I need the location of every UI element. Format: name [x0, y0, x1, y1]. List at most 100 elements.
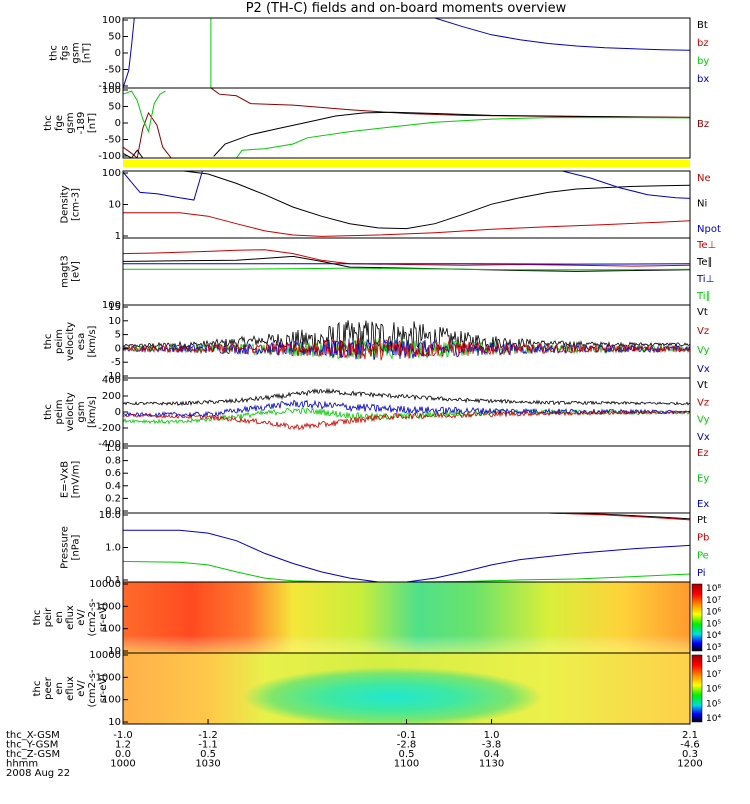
y-tick-label: 0.6: [105, 468, 121, 479]
panel-frame: [123, 18, 690, 88]
y-axis-label-line: [cm-3]: [71, 188, 82, 221]
y-axis-label-line: [nT]: [82, 43, 93, 63]
y-tick-label: -50: [105, 65, 121, 76]
legend-entry: bz: [697, 38, 709, 49]
colorbar-tick-label: 10⁵: [706, 699, 721, 709]
panel-frame: [123, 238, 690, 305]
series-bx-decay: [435, 18, 690, 50]
y-axis-label-line: [km/s]: [87, 396, 98, 428]
legend-entry: Vy: [697, 345, 710, 356]
y-tick-label: -50: [105, 135, 121, 146]
series-Vy: [123, 408, 690, 423]
series-red-main: [211, 88, 690, 117]
y-axis-label-line: Density: [60, 185, 71, 223]
y-tick-label: 10: [108, 200, 121, 211]
y-tick-label: 1.0: [105, 443, 121, 454]
series-Ti∥: [123, 268, 690, 270]
legend-entry: Te∥: [696, 257, 713, 268]
y-axis-label-line: Pressure: [60, 526, 71, 569]
y-axis-label-line: eV/: [76, 680, 87, 697]
series-Vt: [123, 389, 690, 405]
legend-entry: Vz: [697, 397, 709, 408]
panel-frame: [123, 513, 690, 582]
colorbar-tick-label: 10⁶: [706, 608, 721, 618]
y-axis-label-line: velocity: [65, 392, 76, 431]
y-tick-label: -200: [98, 423, 121, 434]
y-axis-label-line: [mV/m]: [71, 461, 82, 499]
colorbar-tick-label: 10⁶: [706, 685, 721, 695]
date-label: 2008 Aug 22: [6, 768, 70, 779]
y-axis-label-line: (cm2-s-: [87, 598, 98, 636]
legend-entry: bx: [697, 74, 709, 85]
y-axis-label: Density[cm-3]: [60, 185, 82, 223]
panel-ion-spec-data: [123, 582, 690, 653]
x-row-value: 1200: [677, 759, 702, 770]
y-tick-label: 0.8: [105, 456, 121, 467]
colorbar-tick-label: 10⁴: [706, 714, 721, 724]
legend-entry: Ez: [697, 448, 709, 459]
panel-frame: [123, 88, 690, 158]
y-axis-label-line: eV/: [76, 609, 87, 626]
legend-entry: by: [697, 56, 709, 67]
plot-title: P2 (TH-C) fields and on-board moments ov…: [246, 1, 567, 16]
legend-entry: Bt: [697, 20, 708, 31]
y-tick-label: 50: [108, 102, 121, 113]
y-tick-label: 0: [115, 48, 121, 59]
y-tick-label: 50: [108, 32, 121, 43]
x-row-value: 1130: [479, 759, 504, 770]
y-axis-label-line: eflux: [65, 605, 76, 630]
panel-fge-data: [123, 88, 690, 158]
legend-entry: Npot: [697, 224, 721, 235]
colorbar-tick-label: 10⁵: [706, 619, 721, 629]
y-tick-label: 10000: [89, 650, 121, 661]
legend-entry: Ni: [697, 199, 707, 210]
y-axis-label-line: thc: [43, 115, 54, 131]
y-axis-label-line: peim: [54, 399, 65, 424]
legend-entry: Pt: [697, 515, 707, 526]
colorbar-tick-label: 10⁴: [706, 631, 721, 641]
y-axis-label-line: gsm: [71, 42, 82, 63]
legend-entry: Pb: [697, 533, 709, 544]
panel-fgs-data: [123, 18, 690, 88]
y-tick-label: 0: [115, 407, 121, 418]
y-axis-label-line: peim: [54, 329, 65, 354]
y-axis-label-line: fgs: [60, 45, 71, 60]
x-row-value: 1100: [394, 759, 419, 770]
y-axis-label-line: [eV]: [71, 261, 82, 282]
legend-entry: Vz: [697, 326, 709, 337]
series-Ni: [123, 171, 690, 229]
legend-entry: Vt: [697, 307, 708, 318]
y-tick-label: 0.2: [105, 493, 121, 504]
panel-density-data: [123, 171, 690, 237]
x-row-value: 1030: [195, 759, 220, 770]
legend-entry: Vt: [697, 380, 708, 391]
y-tick-label: 100: [102, 15, 121, 26]
electron-spectrogram-core: [242, 667, 542, 727]
colorbar-tick-label: 10⁷: [706, 670, 721, 680]
panel-frame: [123, 171, 690, 238]
legend-entry: Ex: [697, 499, 709, 510]
y-axis-label-line: eflux: [65, 676, 76, 701]
y-axis-label: Pressure[nPa]: [60, 526, 82, 569]
legend-entry: Vy: [697, 415, 710, 426]
x-row-label: hhmm: [6, 759, 38, 770]
panel-velocity-gsm-data: [123, 389, 690, 429]
colorbar-tick-label: 10³: [706, 643, 721, 653]
y-axis-label-line: en: [54, 682, 65, 695]
y-tick-label: 100: [102, 85, 121, 96]
colorbar-tick-label: 10⁷: [706, 596, 721, 606]
legend-entry: Pe: [697, 550, 709, 561]
series-Ne: [123, 213, 690, 237]
y-axis-label-line: fge: [54, 115, 65, 131]
